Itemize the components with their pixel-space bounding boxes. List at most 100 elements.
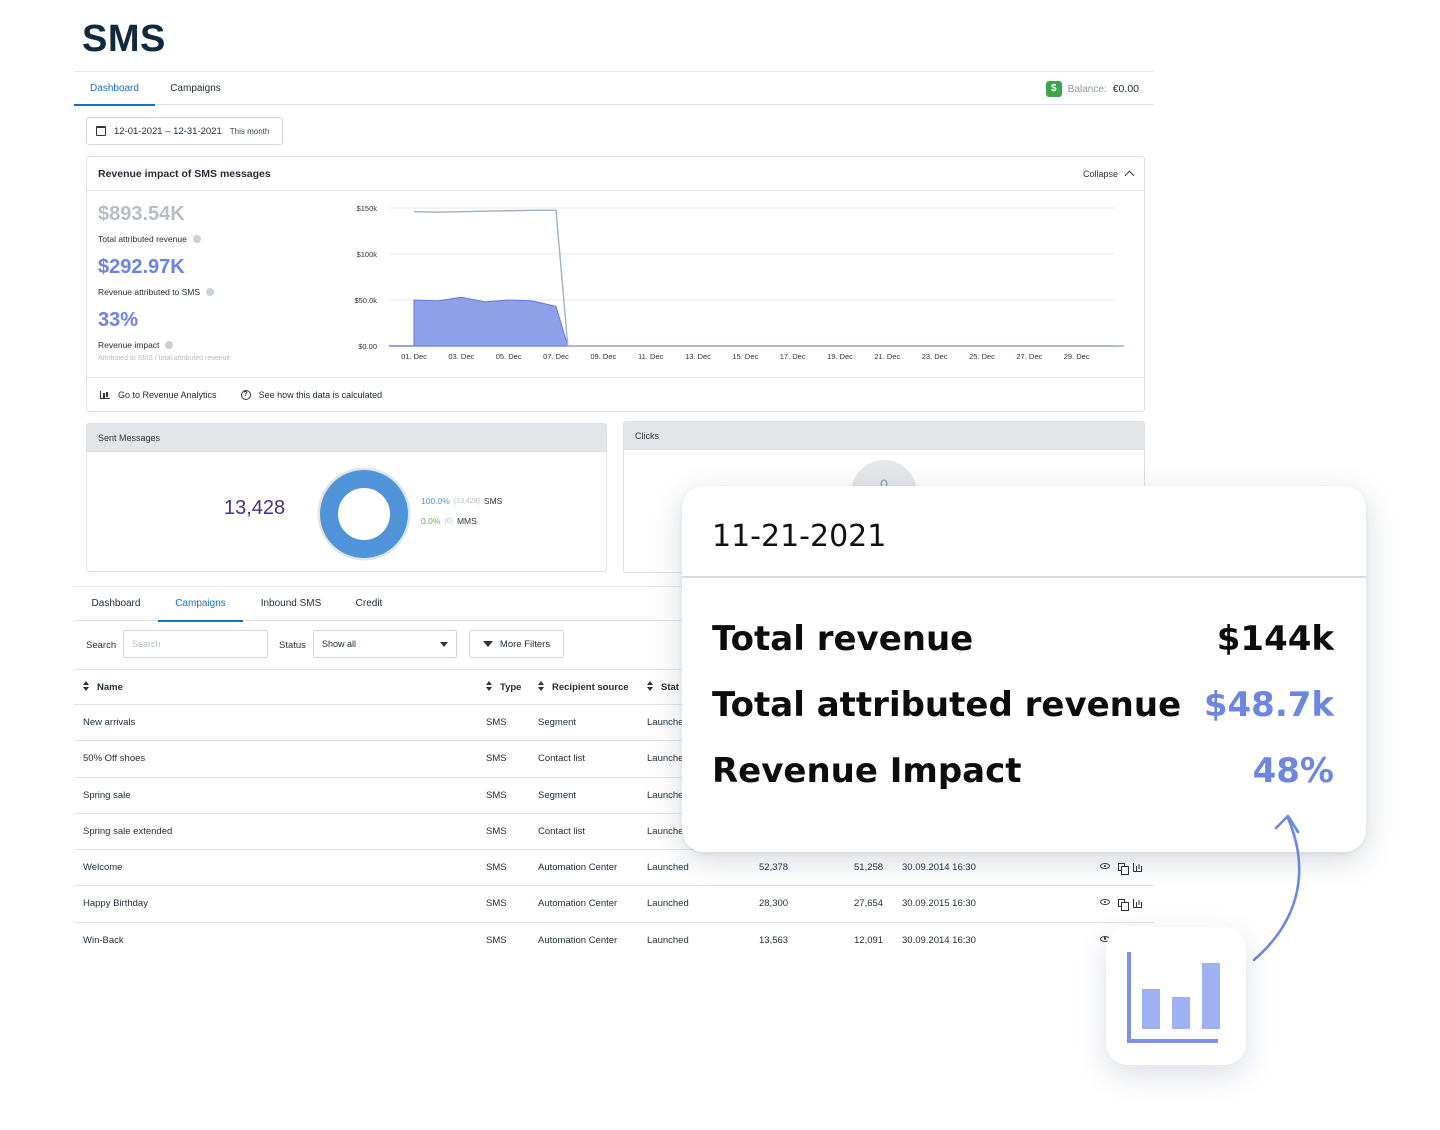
revenue-panel-footer: Go to Revenue Analytics ? See how this d…	[87, 377, 1144, 411]
table-row[interactable]: Spring sale extended SMS Contact list Launc…	[74, 814, 1154, 851]
tab-dashboard[interactable]: Dashboard	[74, 72, 155, 106]
cell-status: Launched	[647, 898, 689, 910]
revenue-chart[interactable]: $0.00 $50.0k $100k $150k 01. Dec 03. Dec 05. D…	[349, 197, 1139, 372]
cell-name[interactable]: Spring sale extended	[83, 825, 173, 837]
cell-date: 30.09.2015 16:30	[902, 898, 976, 910]
revenue-impact-panel: Revenue impact of SMS messages Collapse …	[86, 156, 1145, 412]
column-header-type[interactable]: Type	[486, 670, 521, 706]
caret-down-icon	[440, 642, 448, 647]
table-row[interactable]: New arrivals SMS Segment Launche	[74, 705, 1154, 742]
legend-mms-count: (0)	[444, 517, 453, 525]
bar-chart-icon[interactable]	[1133, 863, 1142, 873]
column-header-recipient-source[interactable]: Recipient source	[538, 670, 629, 706]
cell-name[interactable]: New arrivals	[83, 717, 136, 728]
total-revenue-label: Total attributed revenue	[98, 234, 201, 244]
chart-tooltip-card: 11-21-2021 Total revenue $144k Total att…	[682, 486, 1366, 852]
sub-tab-bar: Dashboard Campaigns Inbound SMS Credit	[74, 586, 1154, 622]
subtab-credit[interactable]: Credit	[355, 598, 383, 609]
clicks-title: Clicks	[624, 422, 1144, 450]
y-tick-label: $0.00	[358, 342, 377, 351]
cell-name[interactable]: 50% Off shoes	[83, 753, 146, 765]
table-row[interactable]: Spring sale SMS Segment Launche	[74, 778, 1154, 814]
cell-recipient-source: Automation Center	[538, 898, 618, 910]
search-label: Search	[86, 640, 117, 651]
analytics-link-label: Go to Revenue Analytics	[118, 389, 217, 400]
sort-icon	[538, 681, 545, 691]
cell-type: SMS	[486, 717, 507, 728]
eye-icon[interactable]	[1100, 899, 1110, 906]
cell-status: Launched	[647, 934, 689, 946]
cell-recipient-source: Automation Center	[538, 934, 618, 946]
cell-name[interactable]: Welcome	[83, 862, 123, 874]
cell-status: Launche	[647, 717, 684, 728]
filter-icon	[482, 641, 493, 647]
tooltip-divider	[682, 576, 1366, 578]
cell-name[interactable]: Win-Back	[83, 934, 124, 946]
revenue-impact-value: 33%	[98, 309, 139, 331]
column-header-name[interactable]: Name	[83, 670, 123, 706]
tooltip-value: $48.7k	[1203, 685, 1334, 725]
x-tick-label: 21. Dec	[874, 352, 900, 361]
eye-icon[interactable]	[1100, 863, 1110, 870]
go-to-analytics-link[interactable]: Go to Revenue Analytics	[100, 390, 217, 400]
balance-amount: €0.00	[1112, 83, 1139, 95]
x-tick-label: 25. Dec	[969, 352, 995, 361]
x-tick-label: 05. Dec	[496, 352, 522, 361]
bar-chart-icon[interactable]	[1133, 899, 1142, 909]
cell-sent: 28,300	[759, 898, 789, 910]
how-calculated-link[interactable]: ? See how this data is calculated	[240, 389, 383, 400]
collapse-button[interactable]: Collapse	[1083, 168, 1135, 181]
subtab-inbound-sms[interactable]: Inbound SMS	[260, 598, 322, 609]
cell-delivered: 51,258	[854, 862, 884, 874]
filter-bar: Search Search Status Show all More Filte…	[74, 624, 1154, 670]
x-tick-label: 03. Dec	[448, 352, 474, 361]
tab-campaigns[interactable]: Campaigns	[170, 83, 221, 94]
table-row[interactable]: 50% Off shoes SMS Contact list Launche	[74, 741, 1154, 778]
series-area-sms	[413, 296, 1124, 347]
more-filters-button[interactable]: More Filters	[469, 630, 564, 658]
subtab-dashboard[interactable]: Dashboard	[91, 598, 141, 609]
cell-name[interactable]: Spring sale	[83, 789, 131, 801]
cell-name[interactable]: Happy Birthday	[83, 898, 148, 910]
tooltip-label: Total revenue	[712, 619, 974, 659]
legend-mms: 0.0% (0) MMS	[421, 516, 477, 526]
money-bag-icon: $	[1045, 81, 1062, 97]
subtab-campaigns[interactable]: Campaigns	[158, 587, 243, 622]
column-header-status[interactable]: Stat	[647, 670, 679, 706]
status-select[interactable]: Show all	[313, 630, 457, 658]
revenue-impact-sublabel: Attributed to SMS / total attributed rev…	[98, 355, 231, 362]
row-actions	[1100, 899, 1142, 912]
copy-icon[interactable]	[1118, 899, 1129, 912]
table-row[interactable]: Welcome SMS Automation Center Launched 52,37…	[74, 850, 1154, 887]
sms-revenue-value: $292.97K	[98, 256, 185, 278]
help-icon[interactable]	[206, 288, 215, 296]
x-tick-label: 13. Dec	[685, 352, 711, 361]
search-input[interactable]: Search	[123, 630, 268, 658]
status-select-value: Show all	[322, 639, 357, 649]
table-row[interactable]: Happy Birthday SMS Automation Center Launch…	[74, 886, 1154, 923]
total-revenue-value: $893.54K	[98, 203, 185, 225]
x-tick-label: 23. Dec	[922, 352, 948, 361]
copy-icon[interactable]	[1118, 863, 1129, 876]
date-range-picker[interactable]: 12-01-2021 – 12-31-2021 This month	[86, 117, 283, 145]
table-row[interactable]: Win-Back SMS Automation Center Launched 13,5…	[74, 923, 1154, 958]
series-line-total	[413, 209, 1124, 347]
x-tick-label: 27. Dec	[1016, 352, 1042, 361]
tooltip-row-revenue-impact: Revenue Impact 48%	[712, 751, 1334, 791]
cell-status: Launched	[647, 862, 689, 874]
calc-link-label: See how this data is calculated	[258, 389, 383, 400]
table-body: New arrivals SMS Segment Launche 50% Off sho…	[74, 705, 1154, 958]
sms-revenue-label: Revenue attributed to SMS	[98, 287, 215, 297]
help-icon[interactable]	[165, 341, 174, 349]
page-title: SMS	[82, 18, 166, 60]
y-tick-label: $150k	[357, 204, 378, 213]
calendar-icon	[96, 126, 106, 136]
sent-messages-total: 13,428	[224, 497, 286, 519]
bar-chart-icon	[1127, 952, 1220, 1043]
cell-type: SMS	[486, 753, 507, 765]
help-icon[interactable]	[192, 235, 201, 243]
sort-icon	[486, 681, 493, 691]
clicks-value: 0	[880, 476, 888, 492]
x-tick-label: 09. Dec	[590, 352, 616, 361]
revenue-impact-label: Revenue impact	[98, 340, 174, 350]
